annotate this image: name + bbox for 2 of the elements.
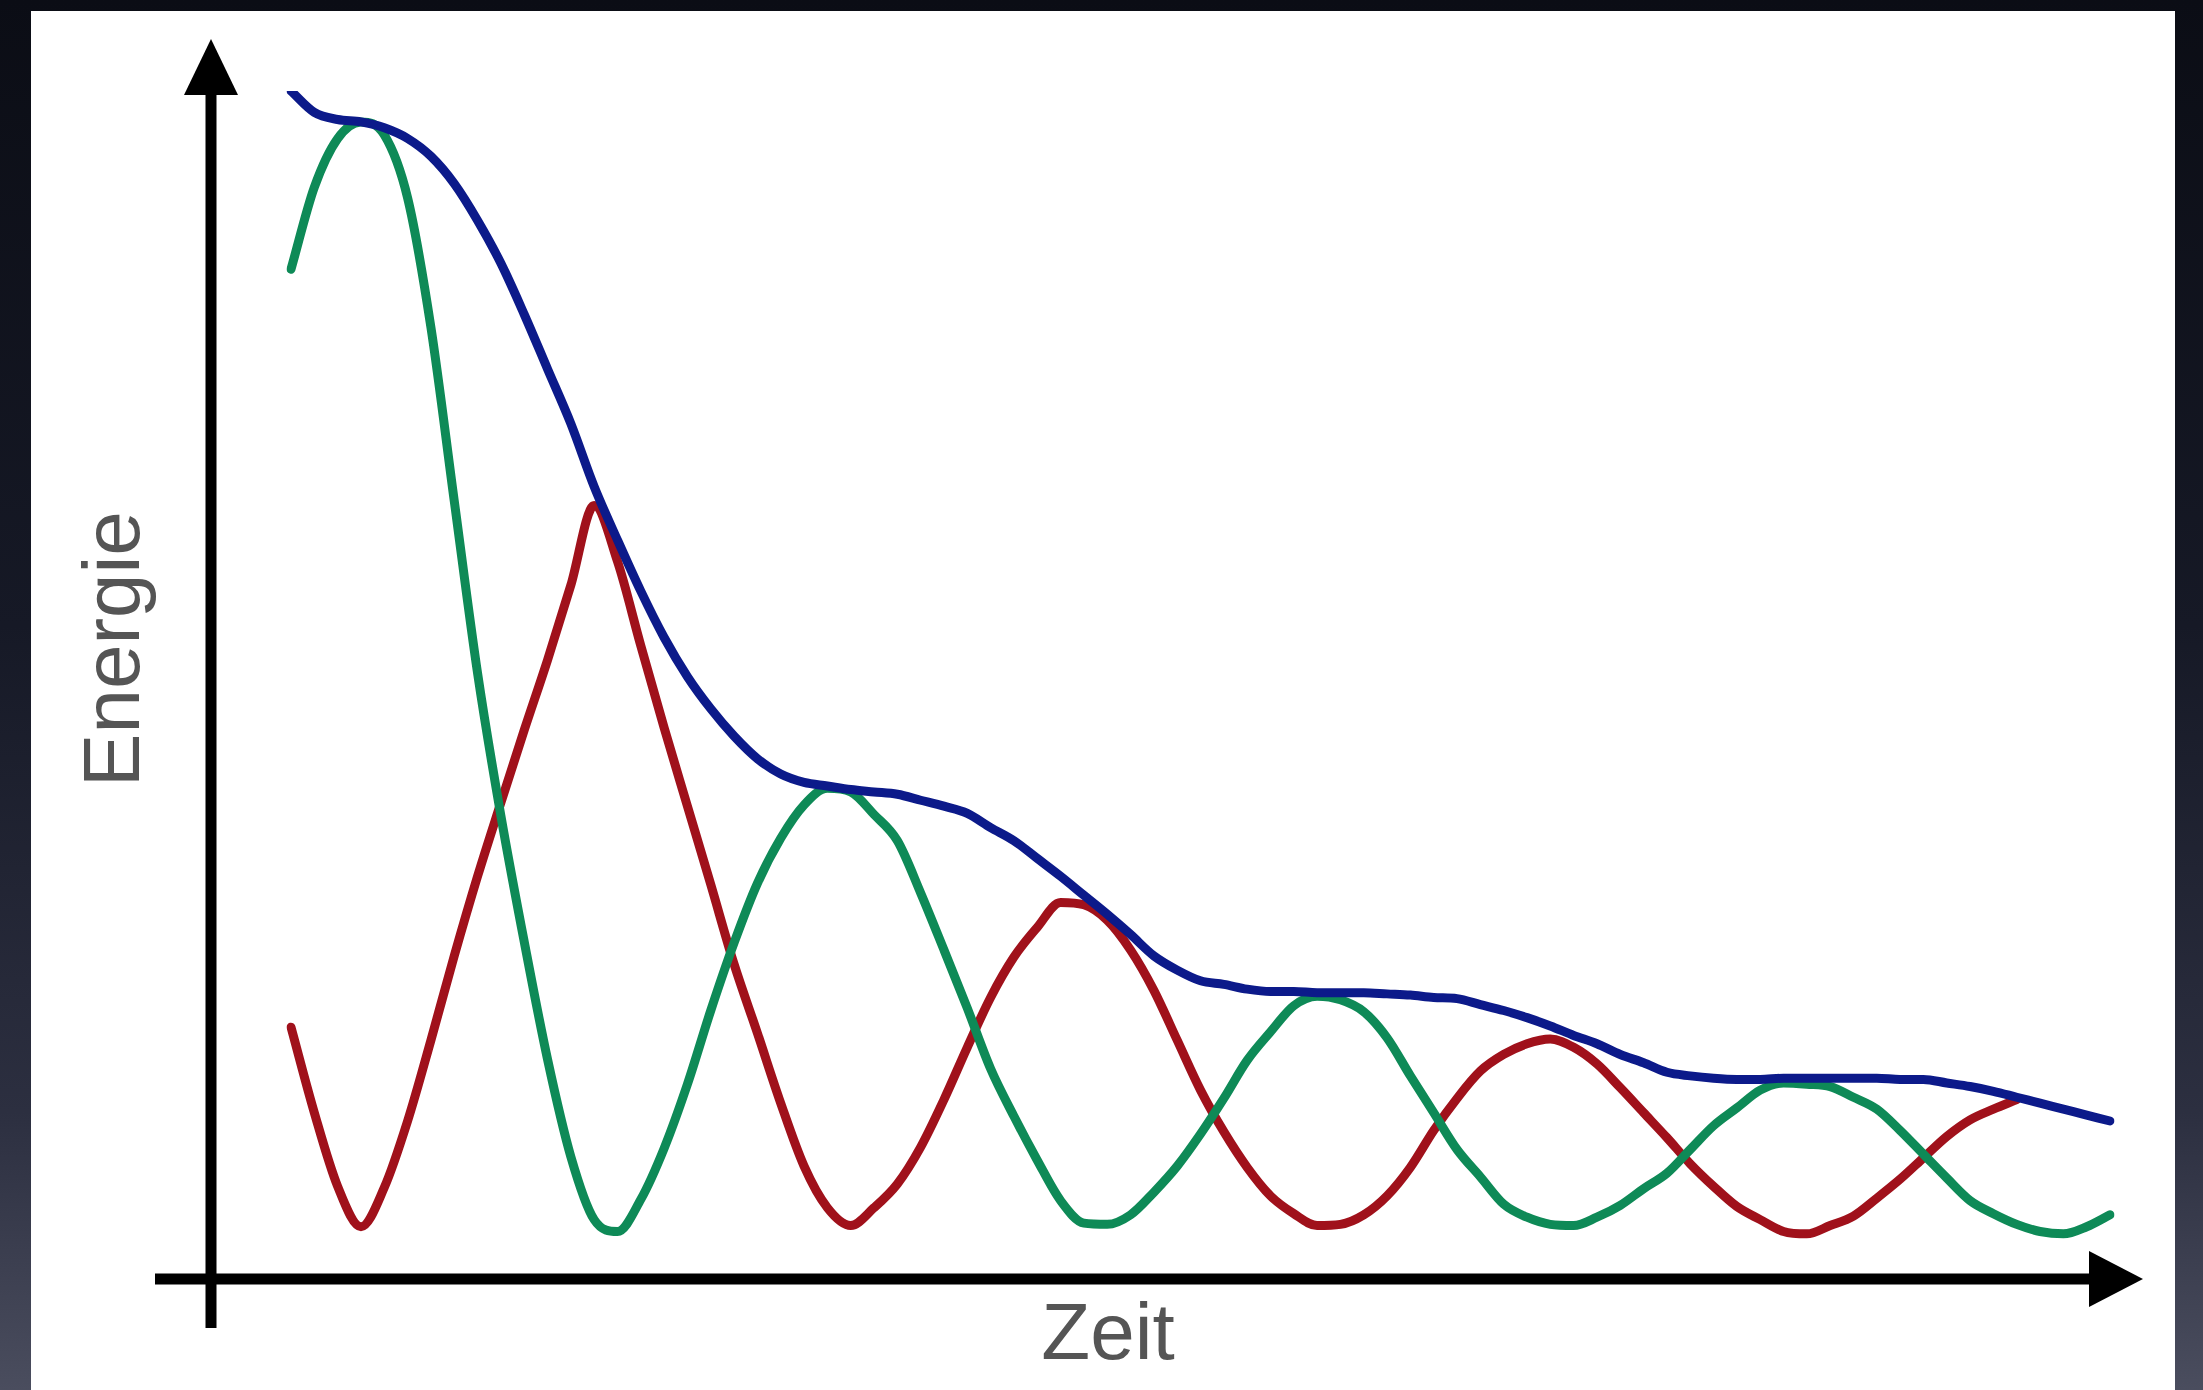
x-axis-title: Zeit bbox=[1041, 1287, 1175, 1376]
y-axis-title: Energie bbox=[67, 511, 156, 787]
